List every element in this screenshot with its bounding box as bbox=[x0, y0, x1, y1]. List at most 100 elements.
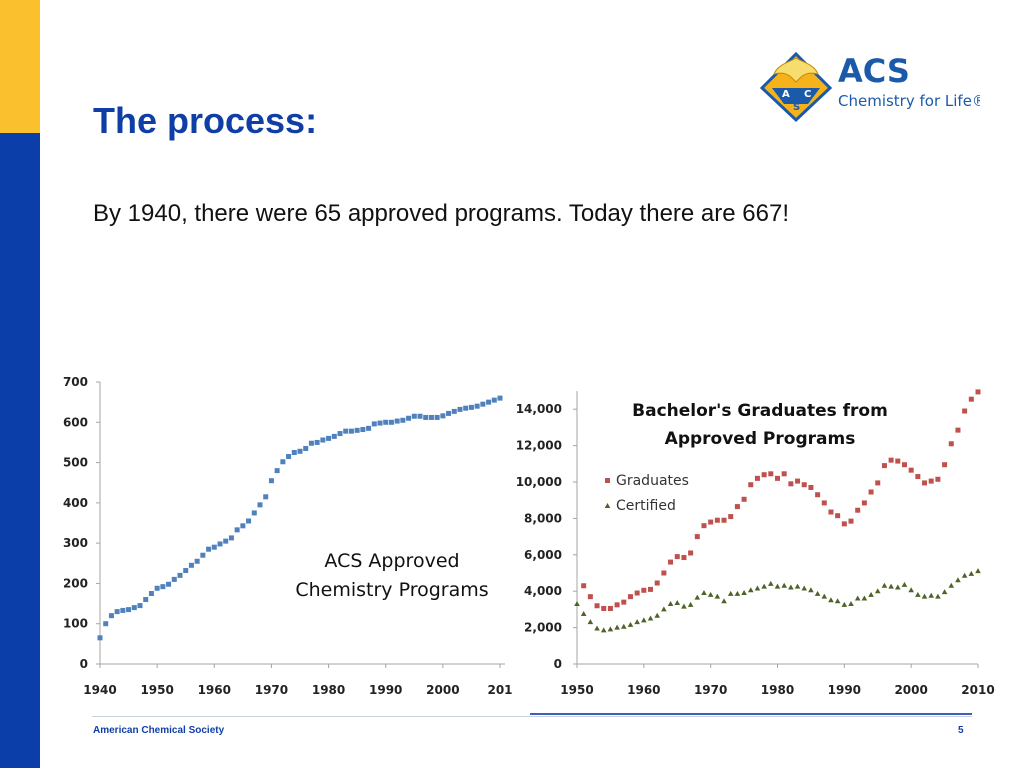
chart1-data-point bbox=[388, 419, 394, 425]
certified-data-point bbox=[761, 583, 767, 589]
chart1-data-point bbox=[188, 562, 194, 568]
chart1-data-point bbox=[326, 435, 332, 441]
certified-data-point bbox=[694, 594, 701, 600]
chart1-data-point bbox=[108, 613, 114, 619]
graduates-data-point bbox=[815, 492, 821, 498]
graduates-data-point bbox=[868, 489, 874, 495]
graduates-data-point bbox=[935, 476, 941, 482]
slide-title: The process: bbox=[93, 100, 318, 141]
graduates-data-point bbox=[795, 478, 801, 484]
graduates-data-point bbox=[754, 475, 760, 481]
graduates-data-point bbox=[948, 441, 954, 447]
graduates-data-point bbox=[861, 500, 867, 506]
chart2-y-tick-label: 2,000 bbox=[524, 621, 562, 635]
certified-data-point bbox=[641, 617, 647, 623]
certified-data-point bbox=[707, 591, 714, 597]
chart1-y-tick-label: 200 bbox=[63, 576, 88, 590]
certified-data-point bbox=[661, 606, 667, 612]
chart1-data-point bbox=[440, 413, 446, 419]
certified-data-point bbox=[895, 584, 901, 590]
logo-letter-a: A bbox=[782, 89, 790, 100]
logo-letter-c: C bbox=[804, 89, 811, 100]
chart1-y-tick-label: 0 bbox=[80, 657, 88, 671]
graduates-data-point bbox=[848, 518, 854, 524]
certified-data-point bbox=[901, 581, 908, 587]
chart1-data-point bbox=[474, 403, 480, 409]
chart1-x-tick-label: 1980 bbox=[312, 683, 345, 697]
chart1-data-point bbox=[371, 421, 377, 427]
certified-data-point bbox=[647, 615, 654, 621]
graduates-data-point bbox=[801, 482, 807, 488]
chart1-data-point bbox=[417, 413, 423, 419]
certified-data-point bbox=[854, 595, 861, 601]
graduates-data-point bbox=[621, 599, 627, 605]
logo-blue-band bbox=[772, 88, 820, 104]
graduates-data-point bbox=[975, 389, 981, 395]
chart1-data-point bbox=[114, 609, 120, 615]
chart1-data-point bbox=[240, 523, 246, 529]
graduates-data-point bbox=[648, 586, 654, 592]
legend-certified-label: Certified bbox=[616, 498, 676, 514]
chart1-data-point bbox=[366, 425, 372, 431]
chart1-data-point bbox=[160, 584, 166, 590]
certified-data-point bbox=[808, 587, 814, 593]
graduates-data-point bbox=[627, 594, 633, 600]
certified-data-point bbox=[935, 593, 941, 599]
graduates-data-point bbox=[955, 427, 961, 433]
chart1-data-point bbox=[228, 535, 234, 541]
chart1-data-point bbox=[148, 591, 154, 596]
chart1-data-point bbox=[183, 568, 189, 574]
certified-data-point bbox=[627, 621, 634, 627]
graduates-data-point bbox=[721, 517, 727, 523]
chart1-data-point bbox=[394, 418, 400, 424]
graduates-data-point bbox=[748, 482, 754, 488]
logo-eagle-icon bbox=[773, 57, 819, 83]
certified-data-point bbox=[921, 593, 928, 599]
logo-letter-s: S bbox=[793, 102, 800, 113]
chart1-data-point bbox=[137, 603, 143, 609]
chart1-data-point bbox=[411, 413, 417, 419]
chart2-x-tick-label: 2010 bbox=[961, 683, 994, 697]
chart1-data-point bbox=[320, 437, 326, 443]
chart1-y-tick-label: 700 bbox=[63, 375, 88, 389]
chart1-data-point bbox=[211, 544, 217, 550]
chart1-data-point bbox=[234, 527, 240, 533]
graduates-data-point bbox=[775, 475, 780, 481]
graduates-data-point bbox=[714, 517, 720, 523]
chart1-data-point bbox=[446, 410, 452, 416]
certified-data-point bbox=[801, 585, 808, 591]
graduates-data-point bbox=[581, 583, 587, 589]
chart1-data-point bbox=[400, 417, 406, 423]
certified-data-point bbox=[941, 589, 948, 595]
chart1-data-point bbox=[486, 399, 492, 405]
graduates-data-point bbox=[688, 550, 694, 556]
acs-logo: A C S ACS Chemistry for Life® bbox=[760, 51, 980, 123]
certified-data-point bbox=[614, 624, 620, 630]
chart2-title-line2: Approved Programs bbox=[665, 429, 856, 449]
chart1-data-point bbox=[206, 546, 212, 552]
chart1-title-line2: Chemistry Programs bbox=[295, 579, 488, 601]
logo-diamond-icon bbox=[760, 51, 833, 123]
certified-data-point bbox=[781, 582, 787, 588]
graduates-data-point bbox=[728, 514, 734, 520]
certified-data-point bbox=[754, 585, 761, 591]
certified-data-point bbox=[667, 600, 674, 606]
chart1-data-point bbox=[131, 605, 137, 611]
graduates-data-point bbox=[901, 462, 907, 468]
certified-data-point bbox=[841, 601, 848, 607]
certified-data-point bbox=[888, 583, 894, 589]
chart1-data-point bbox=[200, 552, 206, 558]
chart1-data-point bbox=[171, 576, 177, 582]
certified-data-point bbox=[600, 627, 607, 633]
graduates-data-point bbox=[895, 458, 901, 464]
legend-certified-marker bbox=[604, 503, 611, 508]
chart1-data-point bbox=[348, 428, 354, 434]
approved-programs-chart: 0 100 200 300 400 500 600 700 1940 1950 1960 1970 19… bbox=[63, 375, 513, 697]
graduates-data-point bbox=[587, 594, 593, 600]
chart1-data-point bbox=[480, 401, 486, 407]
chart1-data-point bbox=[360, 427, 366, 433]
graduates-data-point bbox=[607, 605, 613, 611]
chart1-data-point bbox=[383, 419, 389, 425]
chart1-data-point bbox=[280, 459, 286, 465]
chart2-title-line1: Bachelor's Graduates from bbox=[632, 401, 888, 421]
